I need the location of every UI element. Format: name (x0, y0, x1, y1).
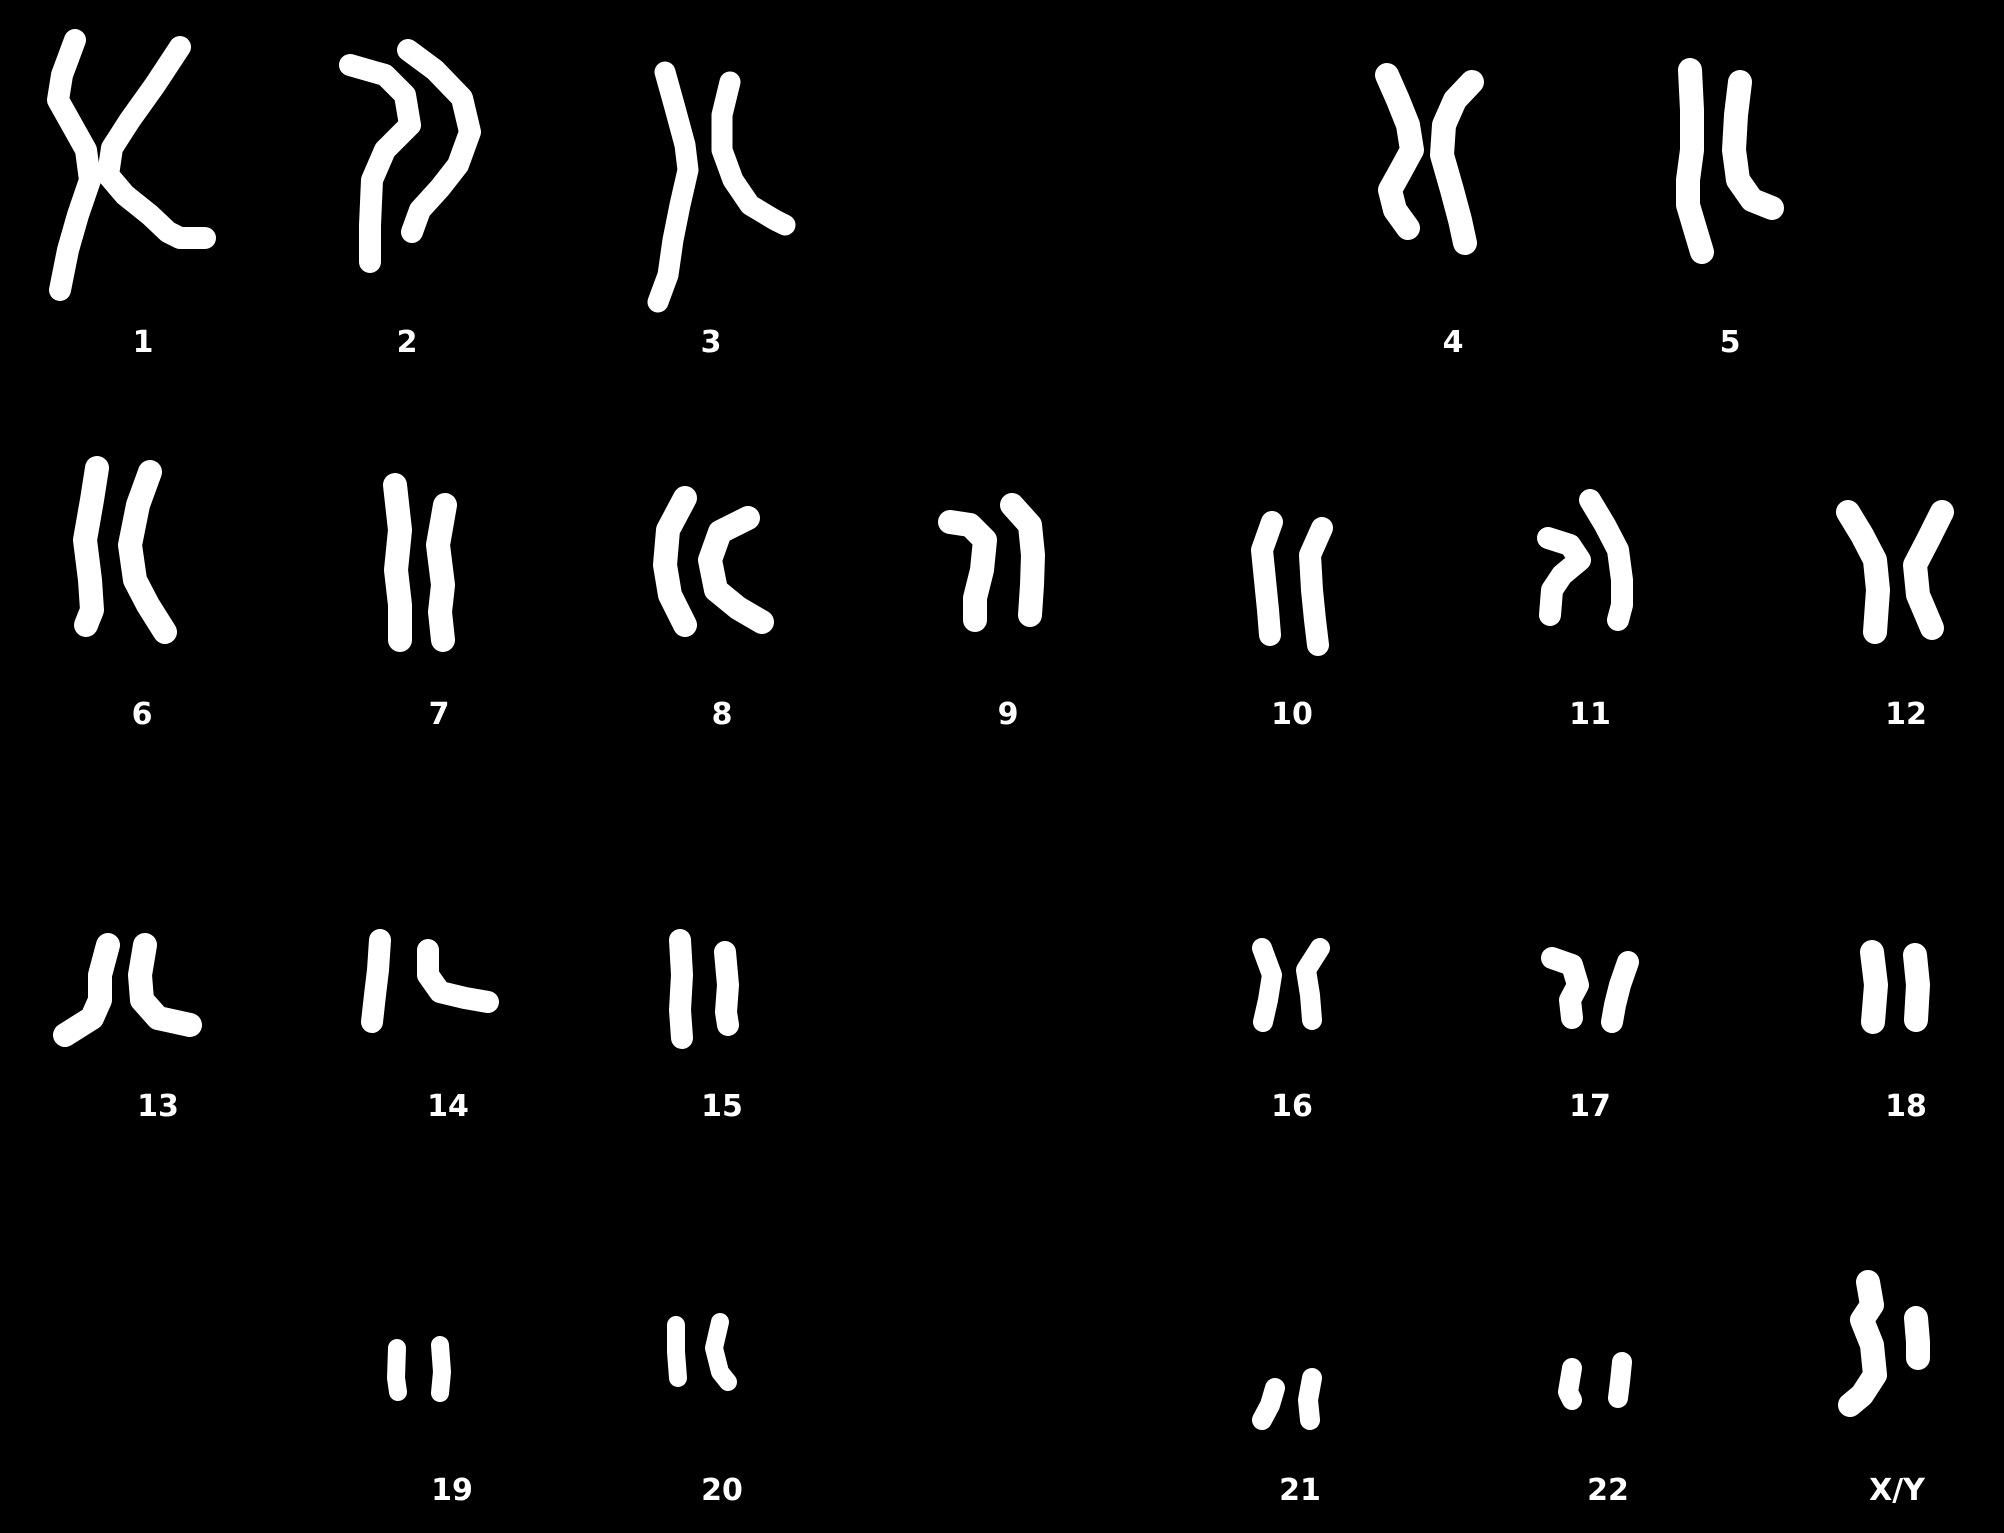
chromosome-5b (1722, 70, 1784, 220)
label-chromosome-19: 19 (431, 1473, 473, 1508)
chromosome-21b (1298, 1368, 1322, 1430)
chromosome-2b (397, 39, 481, 243)
label-chromosome-16: 16 (1271, 1089, 1313, 1124)
chromosome-22a (1558, 1358, 1582, 1410)
chromosome-20b (705, 1313, 737, 1391)
label-chromosome-4: 4 (1442, 325, 1464, 360)
chromosome-1a (47, 29, 101, 301)
chromosome-9b (1000, 493, 1045, 627)
chromosome-3b (711, 71, 796, 236)
label-chromosome-9: 9 (997, 697, 1019, 732)
chromosome-4b (1430, 70, 1484, 255)
chromosome-pair-19 (387, 1336, 451, 1402)
chromosome-15b (714, 941, 739, 1036)
chromosome-pair-21 (1252, 1368, 1322, 1430)
label-chromosome-11: 11 (1569, 697, 1611, 732)
chromosome-10a (1251, 511, 1283, 646)
chromosome-pair-7 (383, 473, 457, 652)
label-chromosome-6: 6 (131, 697, 153, 732)
label-chromosome-21: 21 (1279, 1473, 1321, 1508)
chromosome-pair-12 (1836, 500, 1954, 644)
chromosome-6a (73, 456, 109, 637)
label-chromosome-20: 20 (701, 1473, 743, 1508)
chromosome-16b (1296, 938, 1330, 1030)
label-chromosome-10: 10 (1271, 697, 1313, 732)
chromosome-6b (118, 460, 177, 644)
chromosome-pair-18 (1860, 940, 1930, 1034)
label-chromosome-1: 1 (132, 325, 154, 360)
chromosome-12a (1836, 500, 1890, 644)
label-chromosome-3: 3 (700, 325, 722, 360)
chromosome-14a (361, 929, 391, 1033)
chromosome-x (1838, 1270, 1887, 1417)
chromosome-3a (647, 61, 699, 313)
chromosome-pair-8 (653, 486, 774, 637)
chromosome-pair-13 (53, 933, 202, 1047)
chromosome-4a (1375, 63, 1424, 240)
chromosome-pair-17 (1541, 947, 1639, 1033)
chromosome-pair-3 (647, 61, 796, 313)
chromosome-11b (1579, 489, 1633, 631)
chromosome-13a (53, 933, 120, 1047)
chromosome-pair-5 (1676, 58, 1784, 264)
chromosome-8a (653, 486, 697, 637)
chromosome-pair-2 (339, 39, 481, 273)
chromosome-pair-14 (361, 929, 499, 1033)
label-chromosome-12: 12 (1885, 697, 1927, 732)
chromosome-pair-22 (1558, 1352, 1632, 1410)
chromosome-7a (383, 473, 412, 652)
label-chromosome-8: 8 (711, 697, 733, 732)
chromosome-9a (938, 510, 997, 632)
chromosome-pair-15 (669, 929, 739, 1049)
label-chromosome-2: 2 (396, 325, 418, 360)
chromosome-pair-6 (73, 456, 177, 644)
chromosome-19b (431, 1336, 451, 1402)
label-chromosome-7: 7 (428, 697, 450, 732)
label-chromosome-5: 5 (1719, 325, 1741, 360)
chromosome-16a (1252, 938, 1282, 1032)
chromosome-10b (1299, 517, 1333, 656)
chromosome-17b (1601, 951, 1639, 1033)
chromosome-pair-xy (1838, 1270, 1930, 1417)
chromosome-20a (667, 1316, 687, 1387)
chromosome-pair-11 (1537, 489, 1633, 631)
chromosome-pair-4 (1375, 63, 1484, 255)
chromosome-pair-9 (938, 493, 1045, 632)
chromosome-12b (1903, 500, 1954, 640)
chromosome-18a (1860, 940, 1888, 1034)
label-chromosome-xy: X/Y (1869, 1473, 1925, 1508)
label-chromosome-17: 17 (1569, 1089, 1611, 1124)
chromosome-11a (1537, 527, 1591, 626)
label-chromosome-18: 18 (1885, 1089, 1927, 1124)
chromosome-15a (669, 929, 693, 1049)
chromosome-y (1904, 1306, 1930, 1370)
chromosome-18b (1903, 943, 1930, 1032)
chromosome-pair-16 (1252, 938, 1330, 1032)
chromosome-19a (387, 1339, 407, 1401)
chromosome-1b (97, 36, 216, 249)
chromosome-7b (426, 493, 457, 652)
label-chromosome-15: 15 (701, 1089, 743, 1124)
chromosome-5a (1676, 58, 1714, 264)
chromosome-pair-10 (1251, 511, 1333, 656)
label-chromosome-13: 13 (137, 1089, 179, 1124)
chromosome-pair-20 (667, 1313, 737, 1391)
chromosome-21a (1252, 1378, 1285, 1430)
chromosome-14b (417, 939, 499, 1013)
label-chromosome-22: 22 (1587, 1473, 1629, 1508)
chromosome-pair-1 (47, 29, 216, 301)
chromosome-2a (339, 54, 421, 273)
chromosome-13b (128, 933, 202, 1037)
chromosome-8b (698, 506, 774, 634)
chromosome-17a (1541, 947, 1589, 1029)
label-chromosome-14: 14 (427, 1089, 469, 1124)
chromosome-22b (1608, 1352, 1632, 1408)
